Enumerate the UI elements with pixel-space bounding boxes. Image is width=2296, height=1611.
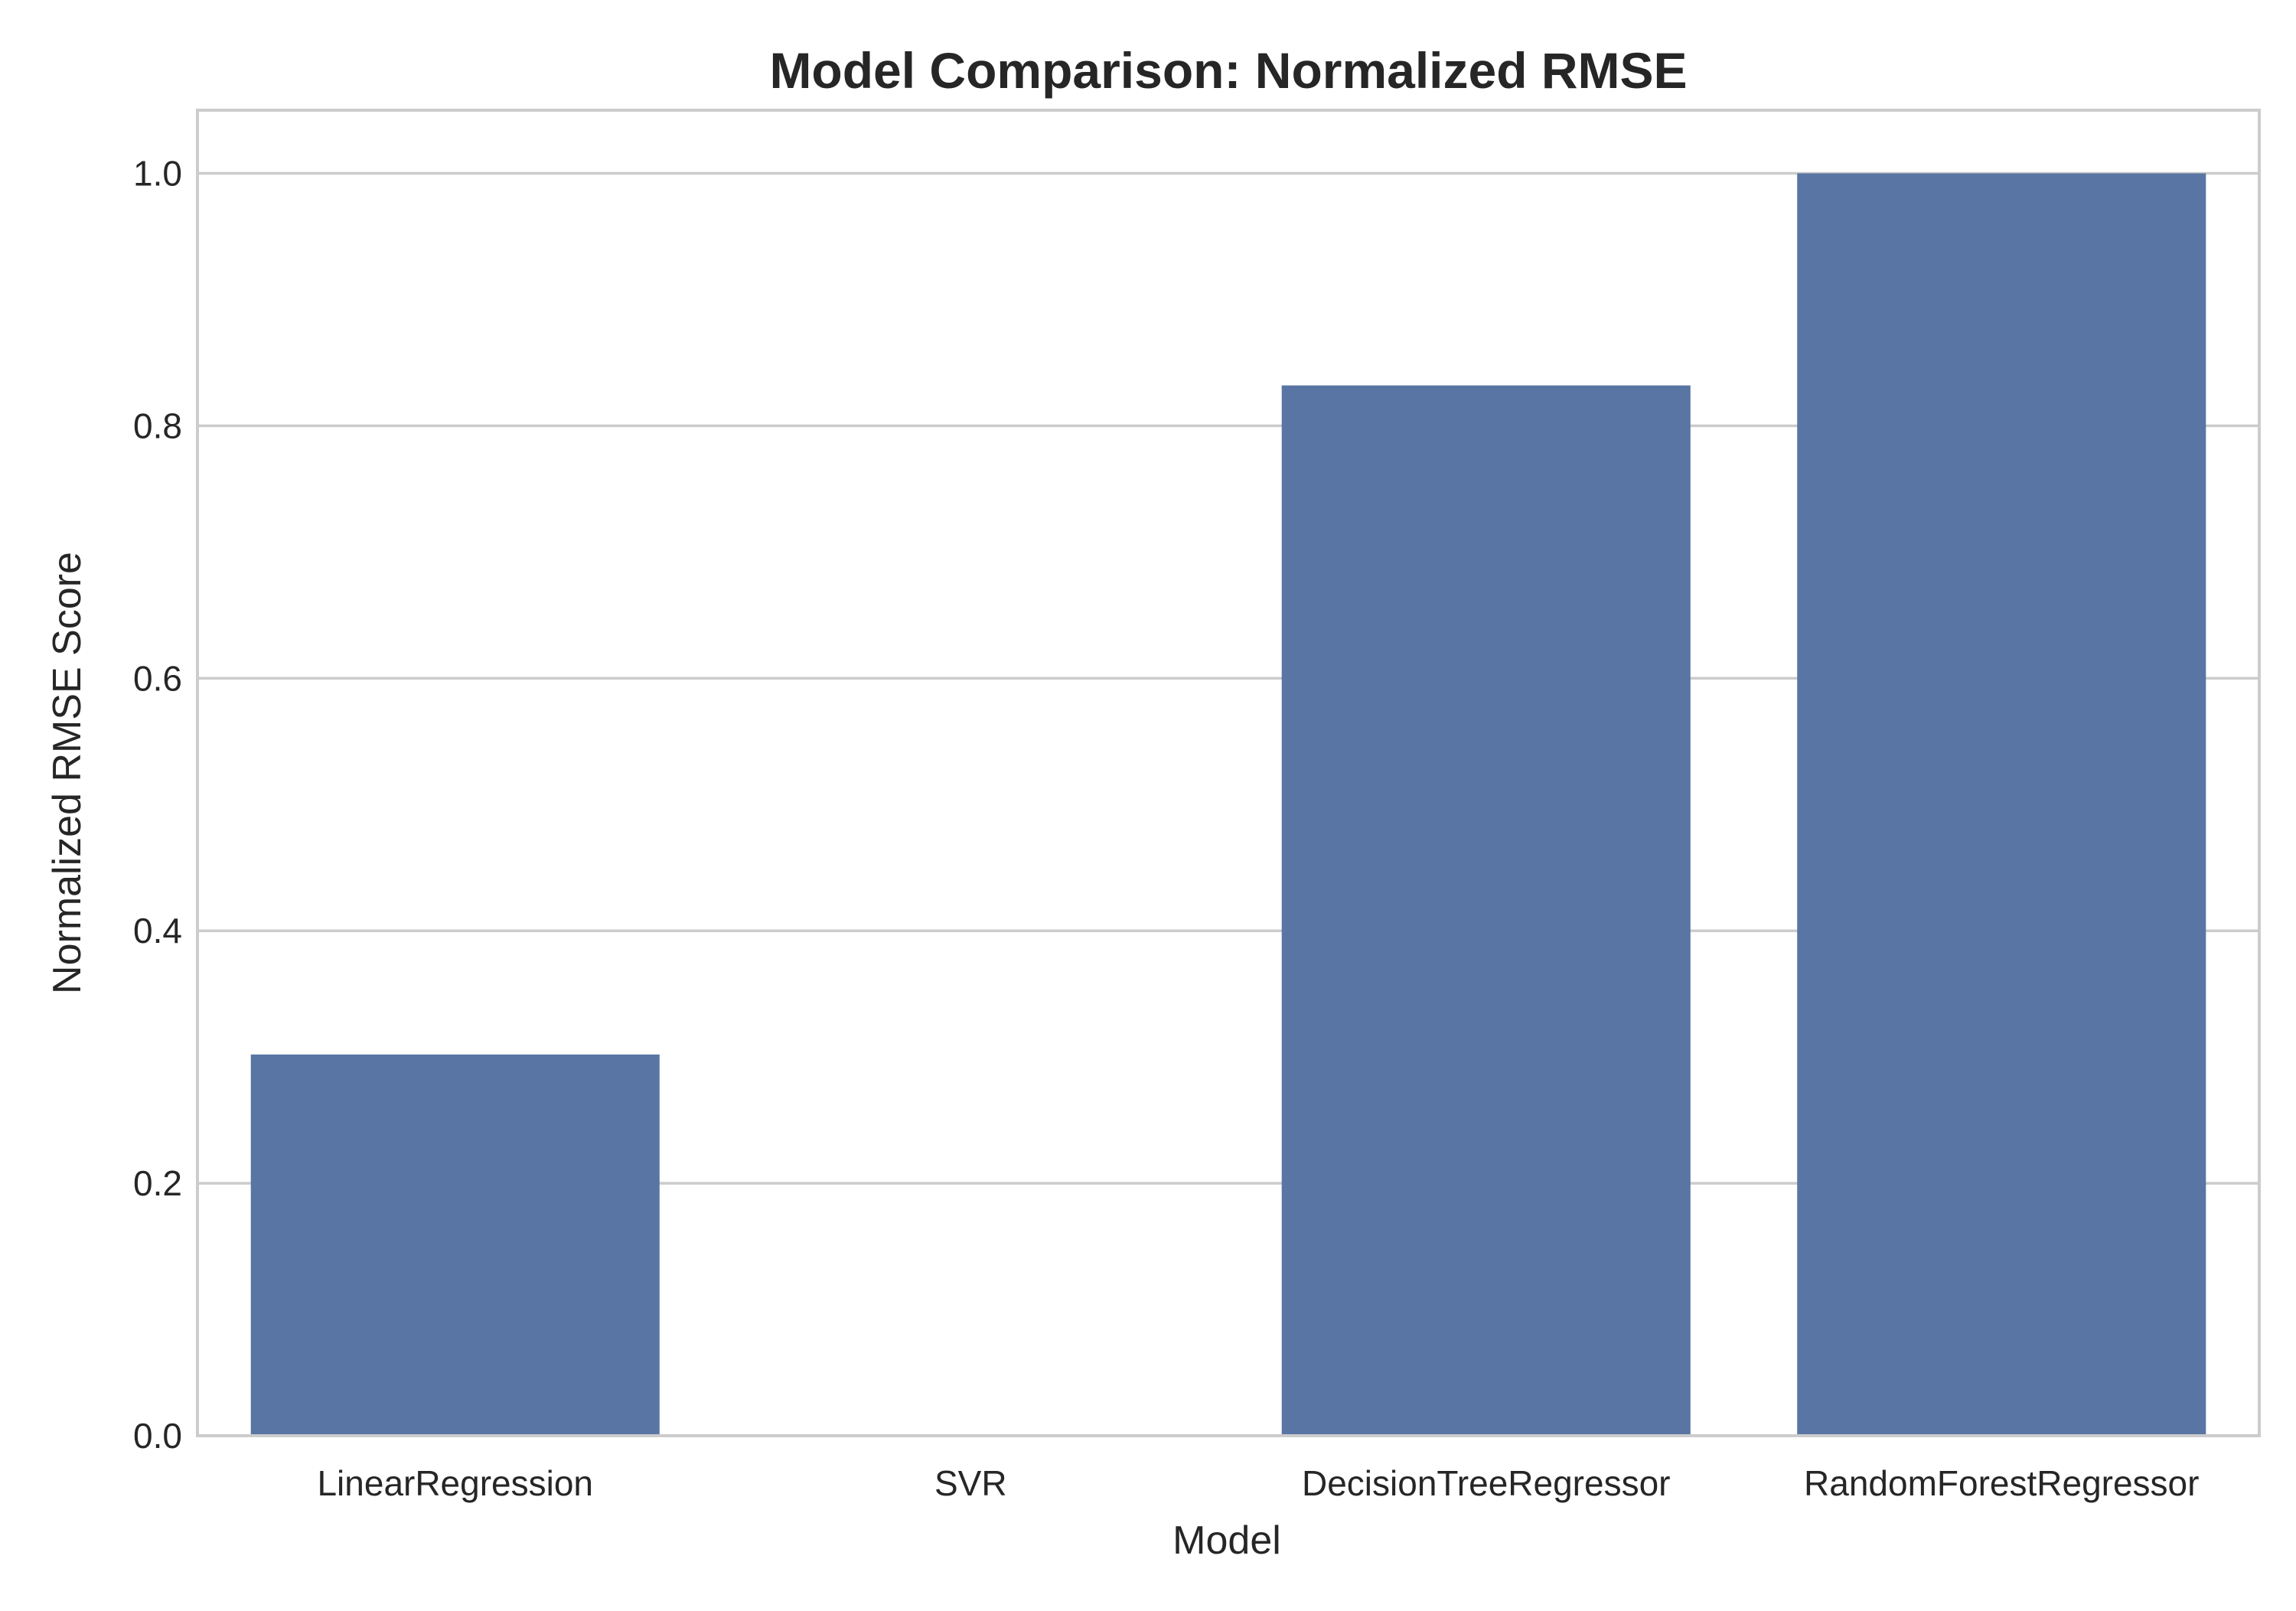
y-tick-label: 0.2 [133, 1163, 182, 1203]
y-tick-label: 0.0 [133, 1416, 182, 1456]
x-tick-labels: LinearRegression SVR DecisionTreeRegressor… [317, 1463, 2199, 1503]
x-tick-label: SVR [934, 1463, 1007, 1503]
y-tick-label: 0.6 [133, 658, 182, 698]
x-axis-label: Model [1172, 1518, 1281, 1563]
bar-linearregression [250, 1054, 660, 1436]
bar-decisiontreeregressor [1281, 385, 1691, 1436]
chart-title: Model Comparison: Normalized RMSE [769, 42, 1687, 99]
x-tick-label: RandomForestRegressor [1804, 1463, 2199, 1503]
y-tick-label: 0.4 [133, 911, 182, 951]
x-tick-label: DecisionTreeRegressor [1302, 1463, 1670, 1503]
y-tick-labels: 0.0 0.2 0.4 0.6 0.8 1.0 [133, 153, 182, 1456]
y-tick-label: 1.0 [133, 153, 182, 193]
bar-randomforestregressor [1797, 173, 2206, 1436]
y-axis-label: Normalized RMSE Score [45, 552, 90, 994]
x-tick-label: LinearRegression [317, 1463, 593, 1503]
y-tick-label: 0.8 [133, 406, 182, 445]
plot-frame [196, 109, 2261, 1437]
bars [250, 173, 2206, 1436]
